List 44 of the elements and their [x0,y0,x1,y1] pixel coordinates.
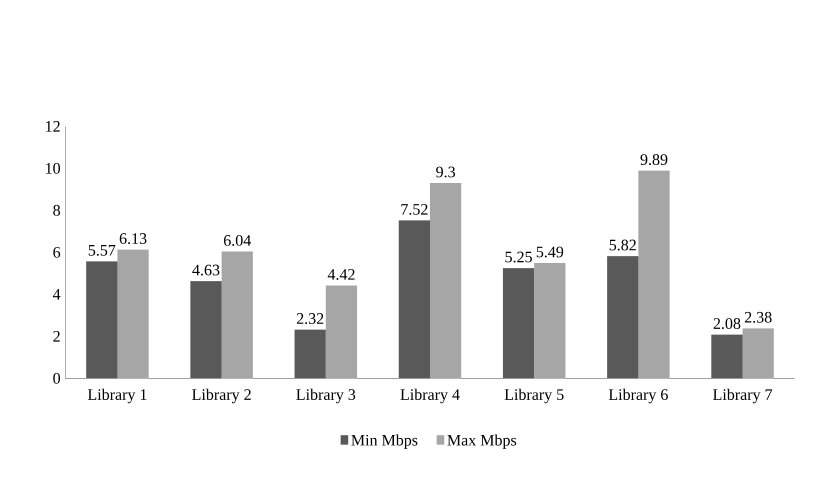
data-label: 7.52 [401,204,428,215]
y-tick-label: 8 [53,204,60,216]
x-tick-label: Library 7 [713,388,772,404]
bar [117,250,149,378]
bar [222,251,253,378]
data-label: 9.89 [640,154,668,166]
y-tick-label: 2 [53,331,60,342]
data-label: 5.82 [610,240,636,251]
bar [430,183,462,378]
legend-label: Min Mbps [351,434,418,449]
bar [607,256,638,378]
y-tick-label: 12 [46,121,60,132]
legend-label: Max Mbps [447,434,516,449]
data-label: 2.32 [296,313,324,324]
data-label: 9.3 [436,166,456,178]
x-tick-label: Library 1 [88,388,146,404]
bar [294,330,326,378]
data-label: 2.38 [744,312,772,323]
x-tick-label: Library 4 [400,388,460,404]
bar [190,281,222,378]
bar [326,286,358,378]
bar [502,268,534,378]
y-tick-label: 0 [53,372,60,384]
y-tick-label: 6 [53,246,60,258]
data-label: 5.57 [88,245,116,256]
data-label: 2.08 [714,318,740,330]
y-tick-label: 10 [46,162,60,174]
x-tick-label: Library 3 [296,388,356,404]
x-tick-label: Library 5 [504,388,564,404]
data-label: 6.04 [224,235,252,246]
bar [398,220,430,378]
bar [742,328,774,378]
bar [534,263,566,378]
x-tick-label: Library 6 [608,388,668,404]
data-label: 4.63 [192,264,220,276]
data-label: 5.49 [536,246,564,258]
data-label: 5.25 [505,252,532,262]
y-tick-label: 4 [52,289,60,300]
bar [711,334,743,378]
data-label: 4.42 [328,269,355,280]
x-tick-label: Library 2 [192,388,251,404]
bar [638,170,670,378]
bar [86,261,118,378]
data-label: 6.13 [120,233,146,244]
